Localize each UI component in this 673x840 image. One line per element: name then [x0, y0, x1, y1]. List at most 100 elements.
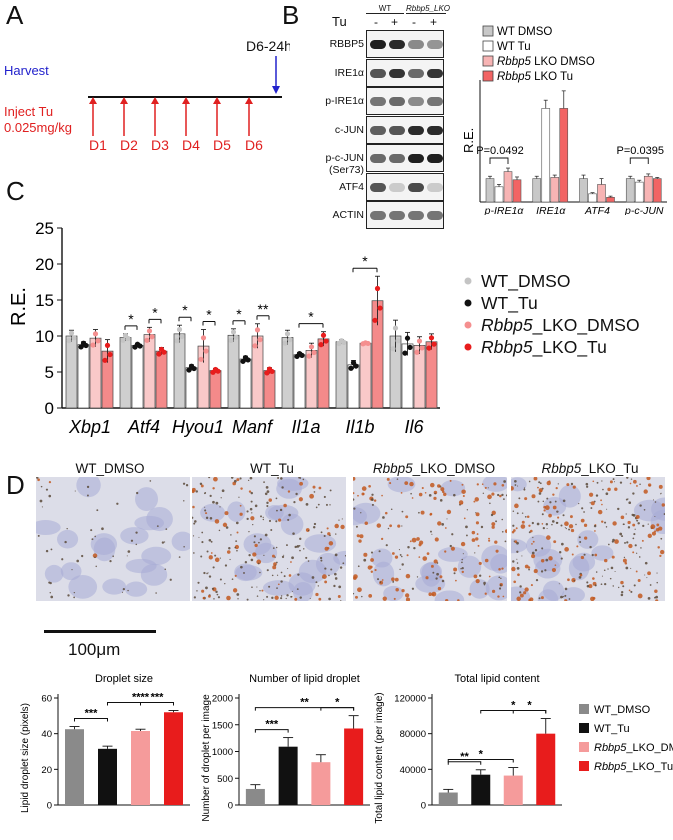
- b-bar: [643, 175, 653, 203]
- lipid-droplet: [468, 592, 472, 596]
- lipid-droplet: [627, 520, 631, 525]
- lipid-droplet: [594, 530, 596, 532]
- lipid-droplet: [149, 480, 152, 482]
- lipid-droplet: [544, 505, 550, 511]
- lipid-droplet: [205, 516, 209, 520]
- lipid-droplet: [512, 510, 515, 513]
- lipid-droplet: [380, 537, 384, 541]
- lipid-droplet: [391, 577, 395, 582]
- d-legend-swatch: [579, 704, 589, 714]
- lipid-droplet: [433, 559, 438, 564]
- lipid-droplet: [283, 575, 286, 578]
- lipid-droplet: [285, 597, 287, 600]
- lipid-droplet: [389, 482, 392, 485]
- lipid-droplet: [478, 574, 482, 577]
- inject-arrowhead: [245, 97, 253, 104]
- c-point: [254, 327, 261, 333]
- cell-nucleus: [60, 562, 82, 581]
- lipid-droplet: [583, 523, 588, 527]
- lipid-droplet: [432, 571, 435, 574]
- lipid-droplet: [234, 546, 237, 549]
- lipid-droplet: [600, 499, 602, 502]
- blot-band: [408, 40, 424, 49]
- micrograph-lko-dmso: [353, 477, 507, 601]
- lipid-droplet: [581, 507, 584, 510]
- c-point: [252, 343, 258, 349]
- lipid-droplet: [568, 598, 571, 600]
- lipid-droplet: [548, 513, 552, 518]
- lipid-droplet: [528, 598, 532, 601]
- micrograph-wt-tu: [192, 477, 346, 601]
- lipid-droplet: [484, 592, 487, 595]
- lipid-droplet: [622, 585, 625, 588]
- lipid-droplet: [524, 587, 529, 592]
- blot-band: [389, 97, 405, 106]
- c-point: [323, 338, 329, 344]
- lipid-droplet: [253, 535, 256, 538]
- lipid-droplet: [353, 492, 355, 495]
- c-ytick-label: 20: [35, 255, 54, 274]
- lipid-droplet: [586, 581, 589, 584]
- blot-label-4: p-c-JUN (Ser73): [325, 152, 365, 176]
- panel-d-charts: Droplet size 0 20 40 60 Lipid droplet size (p…: [20, 673, 673, 824]
- lipid-droplet: [558, 550, 562, 554]
- lipid-droplet: [395, 588, 399, 592]
- c-bar: [131, 345, 144, 409]
- d-legend-label: Rbbp5_LKO_DMSO: [594, 742, 673, 754]
- lipid-droplet: [475, 512, 480, 517]
- lipid-droplet: [655, 599, 659, 601]
- c-point: [125, 335, 131, 342]
- lipid-droplet: [439, 499, 443, 502]
- lipid-droplet: [501, 493, 504, 497]
- lipid-droplet: [256, 595, 259, 597]
- lipid-droplet: [595, 571, 598, 573]
- lipid-droplet: [280, 580, 283, 583]
- lipid-droplet: [607, 487, 611, 492]
- c-sig-label: **: [258, 301, 269, 317]
- lipid-droplet: [519, 585, 522, 588]
- cell-nucleus: [254, 542, 278, 564]
- lipid-droplet: [407, 545, 410, 549]
- lipid-droplet: [478, 561, 482, 565]
- lipid-droplet: [271, 596, 274, 600]
- blot-band: [370, 40, 386, 49]
- lipid-droplet: [200, 555, 203, 558]
- c-bar: [425, 341, 438, 409]
- b-xtick: p-IRE1α: [484, 205, 525, 215]
- blot-band: [389, 154, 405, 163]
- c-xtick: Atf4: [127, 417, 160, 437]
- lipid-droplet: [390, 508, 393, 510]
- c-xtick: Il1a: [291, 417, 320, 437]
- lipid-droplet: [235, 540, 238, 543]
- lipid-droplet: [514, 484, 517, 486]
- lipid-droplet: [393, 597, 396, 600]
- lipid-droplet: [309, 597, 311, 599]
- c-sig-label: *: [236, 306, 242, 322]
- c-bar: [413, 345, 426, 409]
- lipid-droplet: [283, 503, 287, 508]
- lipid-droplet: [516, 562, 519, 564]
- lipid-droplet: [219, 578, 222, 581]
- lipid-droplet: [430, 564, 434, 568]
- lipid-droplet: [539, 482, 542, 485]
- c-xtick: Il6: [404, 417, 424, 437]
- c-point: [83, 342, 89, 349]
- b-sig-bracket: [489, 157, 509, 164]
- lipid-droplet: [429, 512, 433, 516]
- lipid-droplet: [360, 512, 362, 514]
- lipid-droplet: [215, 501, 219, 505]
- lipid-droplet: [491, 510, 496, 515]
- lipid-droplet: [453, 567, 458, 572]
- lipid-droplet: [356, 534, 360, 538]
- lipid-droplet: [483, 581, 486, 585]
- lipid-droplet: [384, 511, 388, 515]
- lipid-droplet: [246, 598, 249, 601]
- lipid-droplet: [460, 541, 466, 547]
- lipid-droplet: [449, 479, 452, 482]
- lipid-droplet: [580, 518, 585, 523]
- lipid-droplet: [338, 585, 342, 589]
- lipid-droplet: [564, 587, 568, 591]
- c-xtick: Xbp1: [68, 417, 111, 437]
- lipid-droplet: [572, 485, 576, 489]
- lipid-droplet: [299, 537, 302, 540]
